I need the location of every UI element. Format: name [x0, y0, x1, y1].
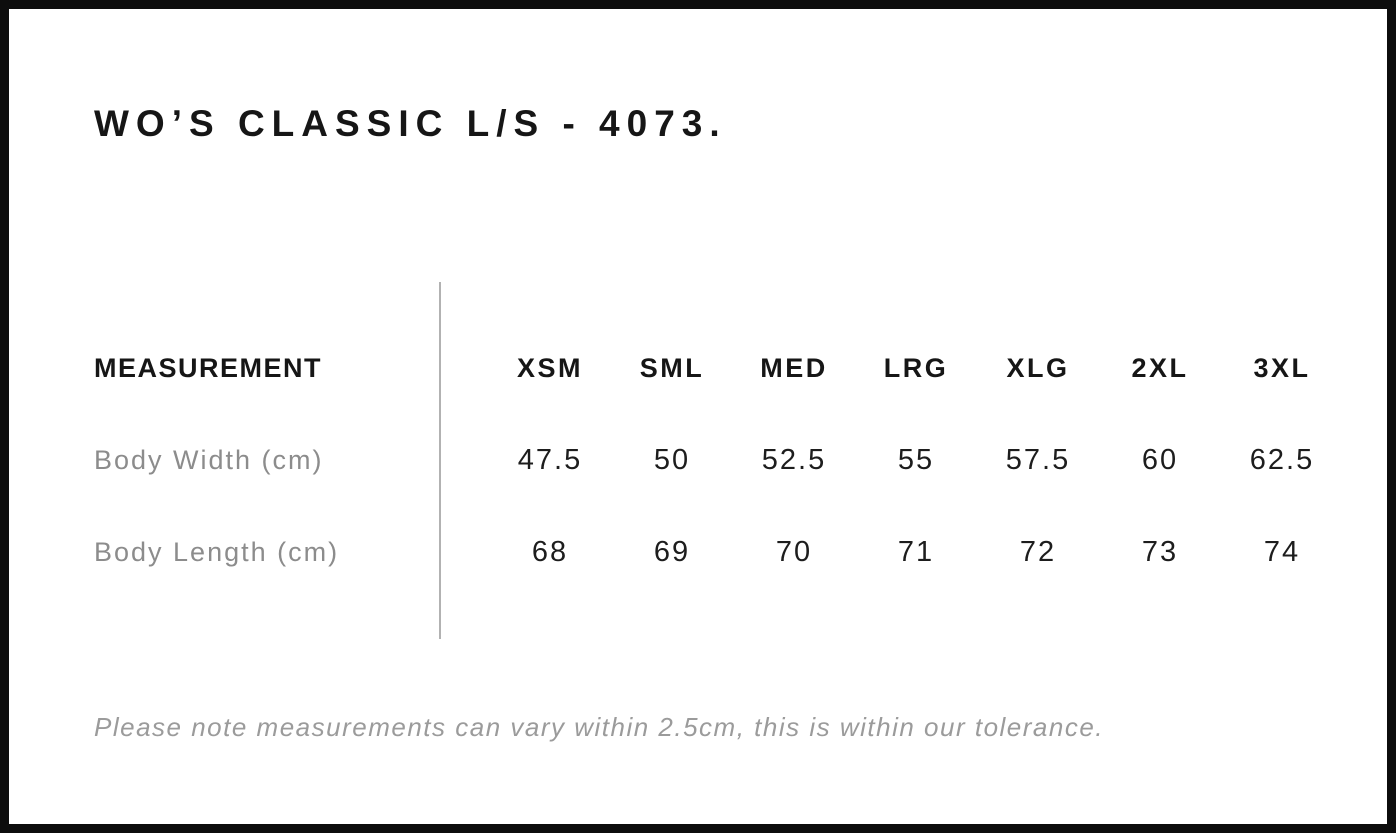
row-label-body-length: Body Length (cm)	[94, 536, 340, 567]
column-header-lrg: LRG	[883, 352, 949, 383]
tolerance-note: Please note measurements can vary within…	[94, 712, 1105, 742]
column-header-3xl: 3XL	[1253, 352, 1311, 383]
table-cell: 47.5	[517, 443, 583, 476]
table-cell: 73	[1141, 535, 1179, 568]
table-cell: 68	[531, 535, 569, 568]
vertical-divider	[439, 282, 441, 639]
size-table: MEASUREMENT XSM SML MED LRG XLG 2XL 3XL …	[94, 322, 1343, 598]
table-cell: 55	[897, 443, 935, 476]
table-cell: 74	[1263, 535, 1301, 568]
page-title: WO’S CLASSIC L/S - 4073.	[94, 103, 727, 144]
table-row-body-width: Body Width (cm) 47.5 50 52.5 55 57.5 60 …	[94, 414, 1343, 506]
column-header-2xl: 2XL	[1131, 352, 1189, 383]
table-cell: 71	[897, 535, 935, 568]
column-header-sml: SML	[639, 352, 705, 383]
table-cell: 62.5	[1249, 443, 1315, 476]
table-cell: 72	[1019, 535, 1057, 568]
table-cell: 52.5	[761, 443, 827, 476]
column-header-measurement: MEASUREMENT	[94, 352, 323, 383]
table-cell: 57.5	[1005, 443, 1071, 476]
table-cell: 50	[653, 443, 691, 476]
table-row-body-length: Body Length (cm) 68 69 70 71 72 73 74	[94, 506, 1343, 598]
table-cell: 69	[653, 535, 691, 568]
column-header-xlg: XLG	[1006, 352, 1070, 383]
table-header-row: MEASUREMENT XSM SML MED LRG XLG 2XL 3XL	[94, 322, 1343, 414]
table-cell: 70	[775, 535, 813, 568]
row-label-body-width: Body Width (cm)	[94, 444, 324, 475]
column-header-xsm: XSM	[516, 352, 583, 383]
table-cell: 60	[1141, 443, 1179, 476]
column-header-med: MED	[760, 352, 828, 383]
